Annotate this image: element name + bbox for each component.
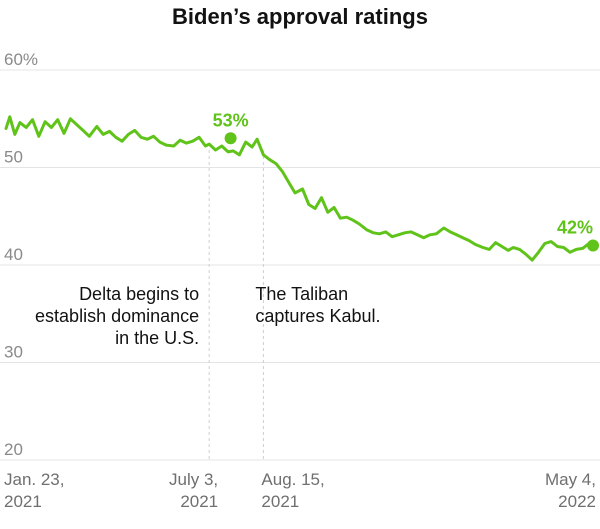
event-annotations: Delta begins to establish dominance in the… xyxy=(35,284,380,348)
annotation-line: Delta begins to xyxy=(79,284,199,304)
gridlines xyxy=(0,69,600,461)
x-tick-label: Jan. 23, xyxy=(4,470,65,489)
event-lines xyxy=(208,150,264,460)
chart-title: Biden’s approval ratings xyxy=(172,4,428,29)
x-tick-label: Aug. 15, xyxy=(261,470,324,489)
series-layer xyxy=(4,115,596,262)
value-marker xyxy=(224,132,237,145)
annotation-text: Delta begins to establish dominance in the… xyxy=(35,284,199,348)
annotation-line: establish dominance xyxy=(35,306,199,326)
annotation-line: in the U.S. xyxy=(115,328,199,348)
x-tick-label: 2021 xyxy=(4,492,42,511)
y-tick-label: 30 xyxy=(4,343,23,362)
y-tick-label: 60% xyxy=(4,50,38,69)
value-label: 42% xyxy=(557,218,593,238)
x-tick-label: 2022 xyxy=(558,492,596,511)
annotation-text: The Taliban captures Kabul. xyxy=(255,284,380,326)
x-tick-label: 2021 xyxy=(261,492,299,511)
y-tick-label: 20 xyxy=(4,440,23,459)
value-markers: 53% 42% xyxy=(213,110,599,252)
y-tick-label: 40 xyxy=(4,245,23,264)
x-tick-label: 2021 xyxy=(180,492,218,511)
approval-line xyxy=(4,115,596,262)
annotation-line: captures Kabul. xyxy=(255,306,380,326)
value-marker xyxy=(587,239,599,252)
value-label: 53% xyxy=(213,110,249,130)
y-axis-ticks: 60% 50 40 30 20 xyxy=(4,50,38,459)
x-axis-ticks: Jan. 23, 2021 July 3, 2021 Aug. 15, 2021 May 4… xyxy=(4,470,596,511)
annotation-line: The Taliban xyxy=(255,284,348,304)
x-tick-label: July 3, xyxy=(169,470,218,489)
y-tick-label: 50 xyxy=(4,148,23,167)
x-tick-label: May 4, xyxy=(545,470,596,489)
